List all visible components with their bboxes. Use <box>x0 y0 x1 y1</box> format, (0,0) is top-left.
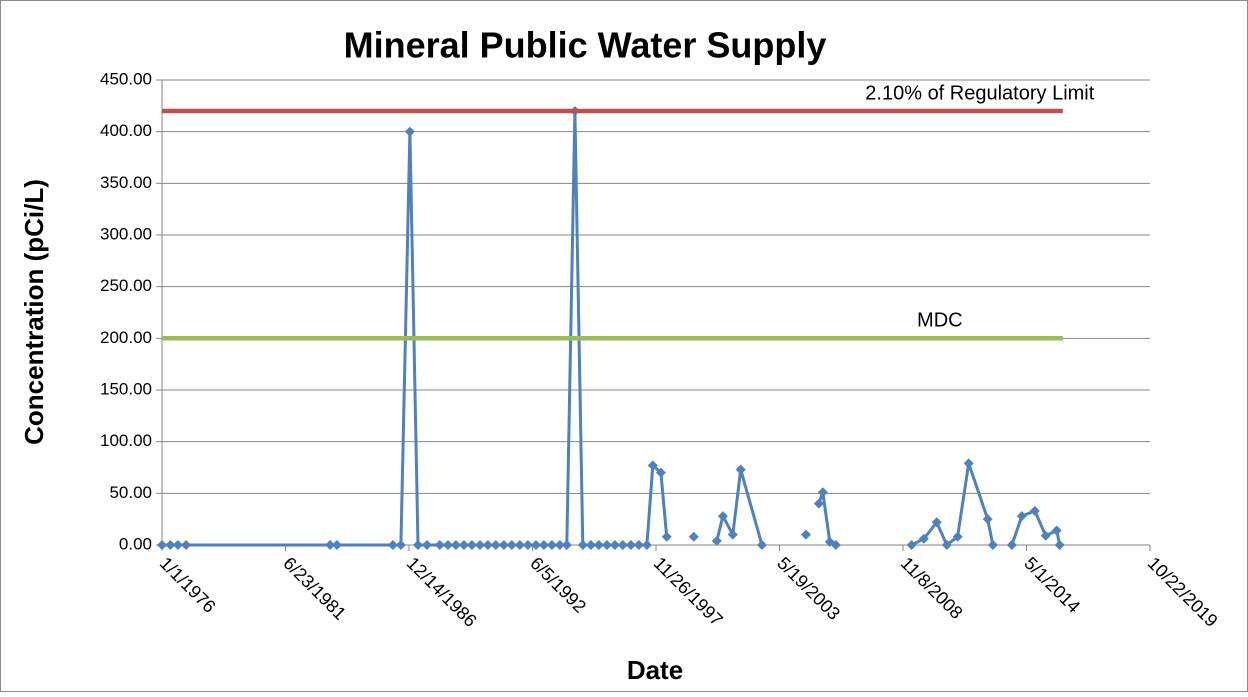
data-point <box>641 540 652 550</box>
data-point <box>601 540 612 550</box>
data-point <box>387 540 398 550</box>
y-tick-label: 100.00 <box>100 431 152 450</box>
y-tick-label: 50.00 <box>109 483 152 502</box>
data-point <box>1040 530 1051 541</box>
data-point <box>585 540 596 550</box>
data-point <box>546 540 557 550</box>
data-point <box>412 540 423 550</box>
data-point <box>735 464 746 475</box>
data-point <box>490 540 501 550</box>
data-point <box>633 540 644 550</box>
data-point <box>756 540 767 550</box>
data-point <box>655 467 666 478</box>
data-point <box>458 540 469 550</box>
data-point <box>1016 511 1027 522</box>
data-point <box>813 498 824 509</box>
data-point <box>906 540 917 550</box>
data-point <box>987 540 998 550</box>
y-tick-label: 250.00 <box>100 276 152 295</box>
data-point <box>506 540 517 550</box>
data-point <box>466 540 477 550</box>
data-point <box>617 540 628 550</box>
data-point <box>157 540 167 550</box>
data-point <box>609 540 620 550</box>
data-point <box>325 540 336 550</box>
y-axis-label: Concentration (pCi/L) <box>19 179 49 445</box>
data-point <box>538 540 549 550</box>
data-point <box>514 540 525 550</box>
data-point <box>434 540 445 550</box>
data-point <box>404 126 415 137</box>
data-point <box>830 540 841 550</box>
data-point <box>450 540 461 550</box>
data-point <box>941 540 952 550</box>
data-point <box>661 531 672 542</box>
data-point <box>1006 540 1017 550</box>
data-point <box>817 487 828 498</box>
data-point <box>717 511 728 522</box>
data-point <box>442 540 453 550</box>
data-point <box>952 531 963 542</box>
y-tick-label: 400.00 <box>100 121 152 140</box>
data-point <box>165 540 176 550</box>
data-point <box>498 540 509 550</box>
data-point <box>530 540 541 550</box>
y-tick-label: 150.00 <box>100 379 152 398</box>
data-point <box>711 535 722 546</box>
y-tick-label: 450.00 <box>100 69 152 88</box>
data-point <box>688 531 699 542</box>
reference-line-label: 2.10% of Regulatory Limit <box>865 82 1094 104</box>
data-point <box>963 458 974 469</box>
y-tick-label: 350.00 <box>100 173 152 192</box>
data-point <box>172 540 183 550</box>
data-point <box>625 540 636 550</box>
data-point <box>918 533 929 544</box>
y-tick-label: 300.00 <box>100 224 152 243</box>
data-point <box>577 540 588 550</box>
data-point <box>1054 540 1065 550</box>
chart-title: Mineral Public Water Supply <box>344 25 827 66</box>
data-point <box>395 540 406 550</box>
data-point <box>561 540 572 550</box>
data-point <box>1029 505 1040 516</box>
data-point <box>1051 525 1062 536</box>
data-point <box>593 540 604 550</box>
y-tick-label: 200.00 <box>100 328 152 347</box>
x-axis-label: Date <box>627 655 683 685</box>
data-point <box>554 540 565 550</box>
data-point <box>800 529 811 540</box>
reference-line-label: MDC <box>917 310 963 332</box>
data-point <box>475 540 486 550</box>
data-point <box>181 540 192 550</box>
data-point <box>522 540 533 550</box>
data-point <box>331 540 342 550</box>
y-tick-label: 0.00 <box>119 534 152 553</box>
data-point <box>421 540 432 550</box>
data-point <box>647 460 658 471</box>
data-point <box>482 540 493 550</box>
data-point <box>982 514 993 525</box>
data-point <box>727 529 738 540</box>
data-point <box>931 517 942 528</box>
